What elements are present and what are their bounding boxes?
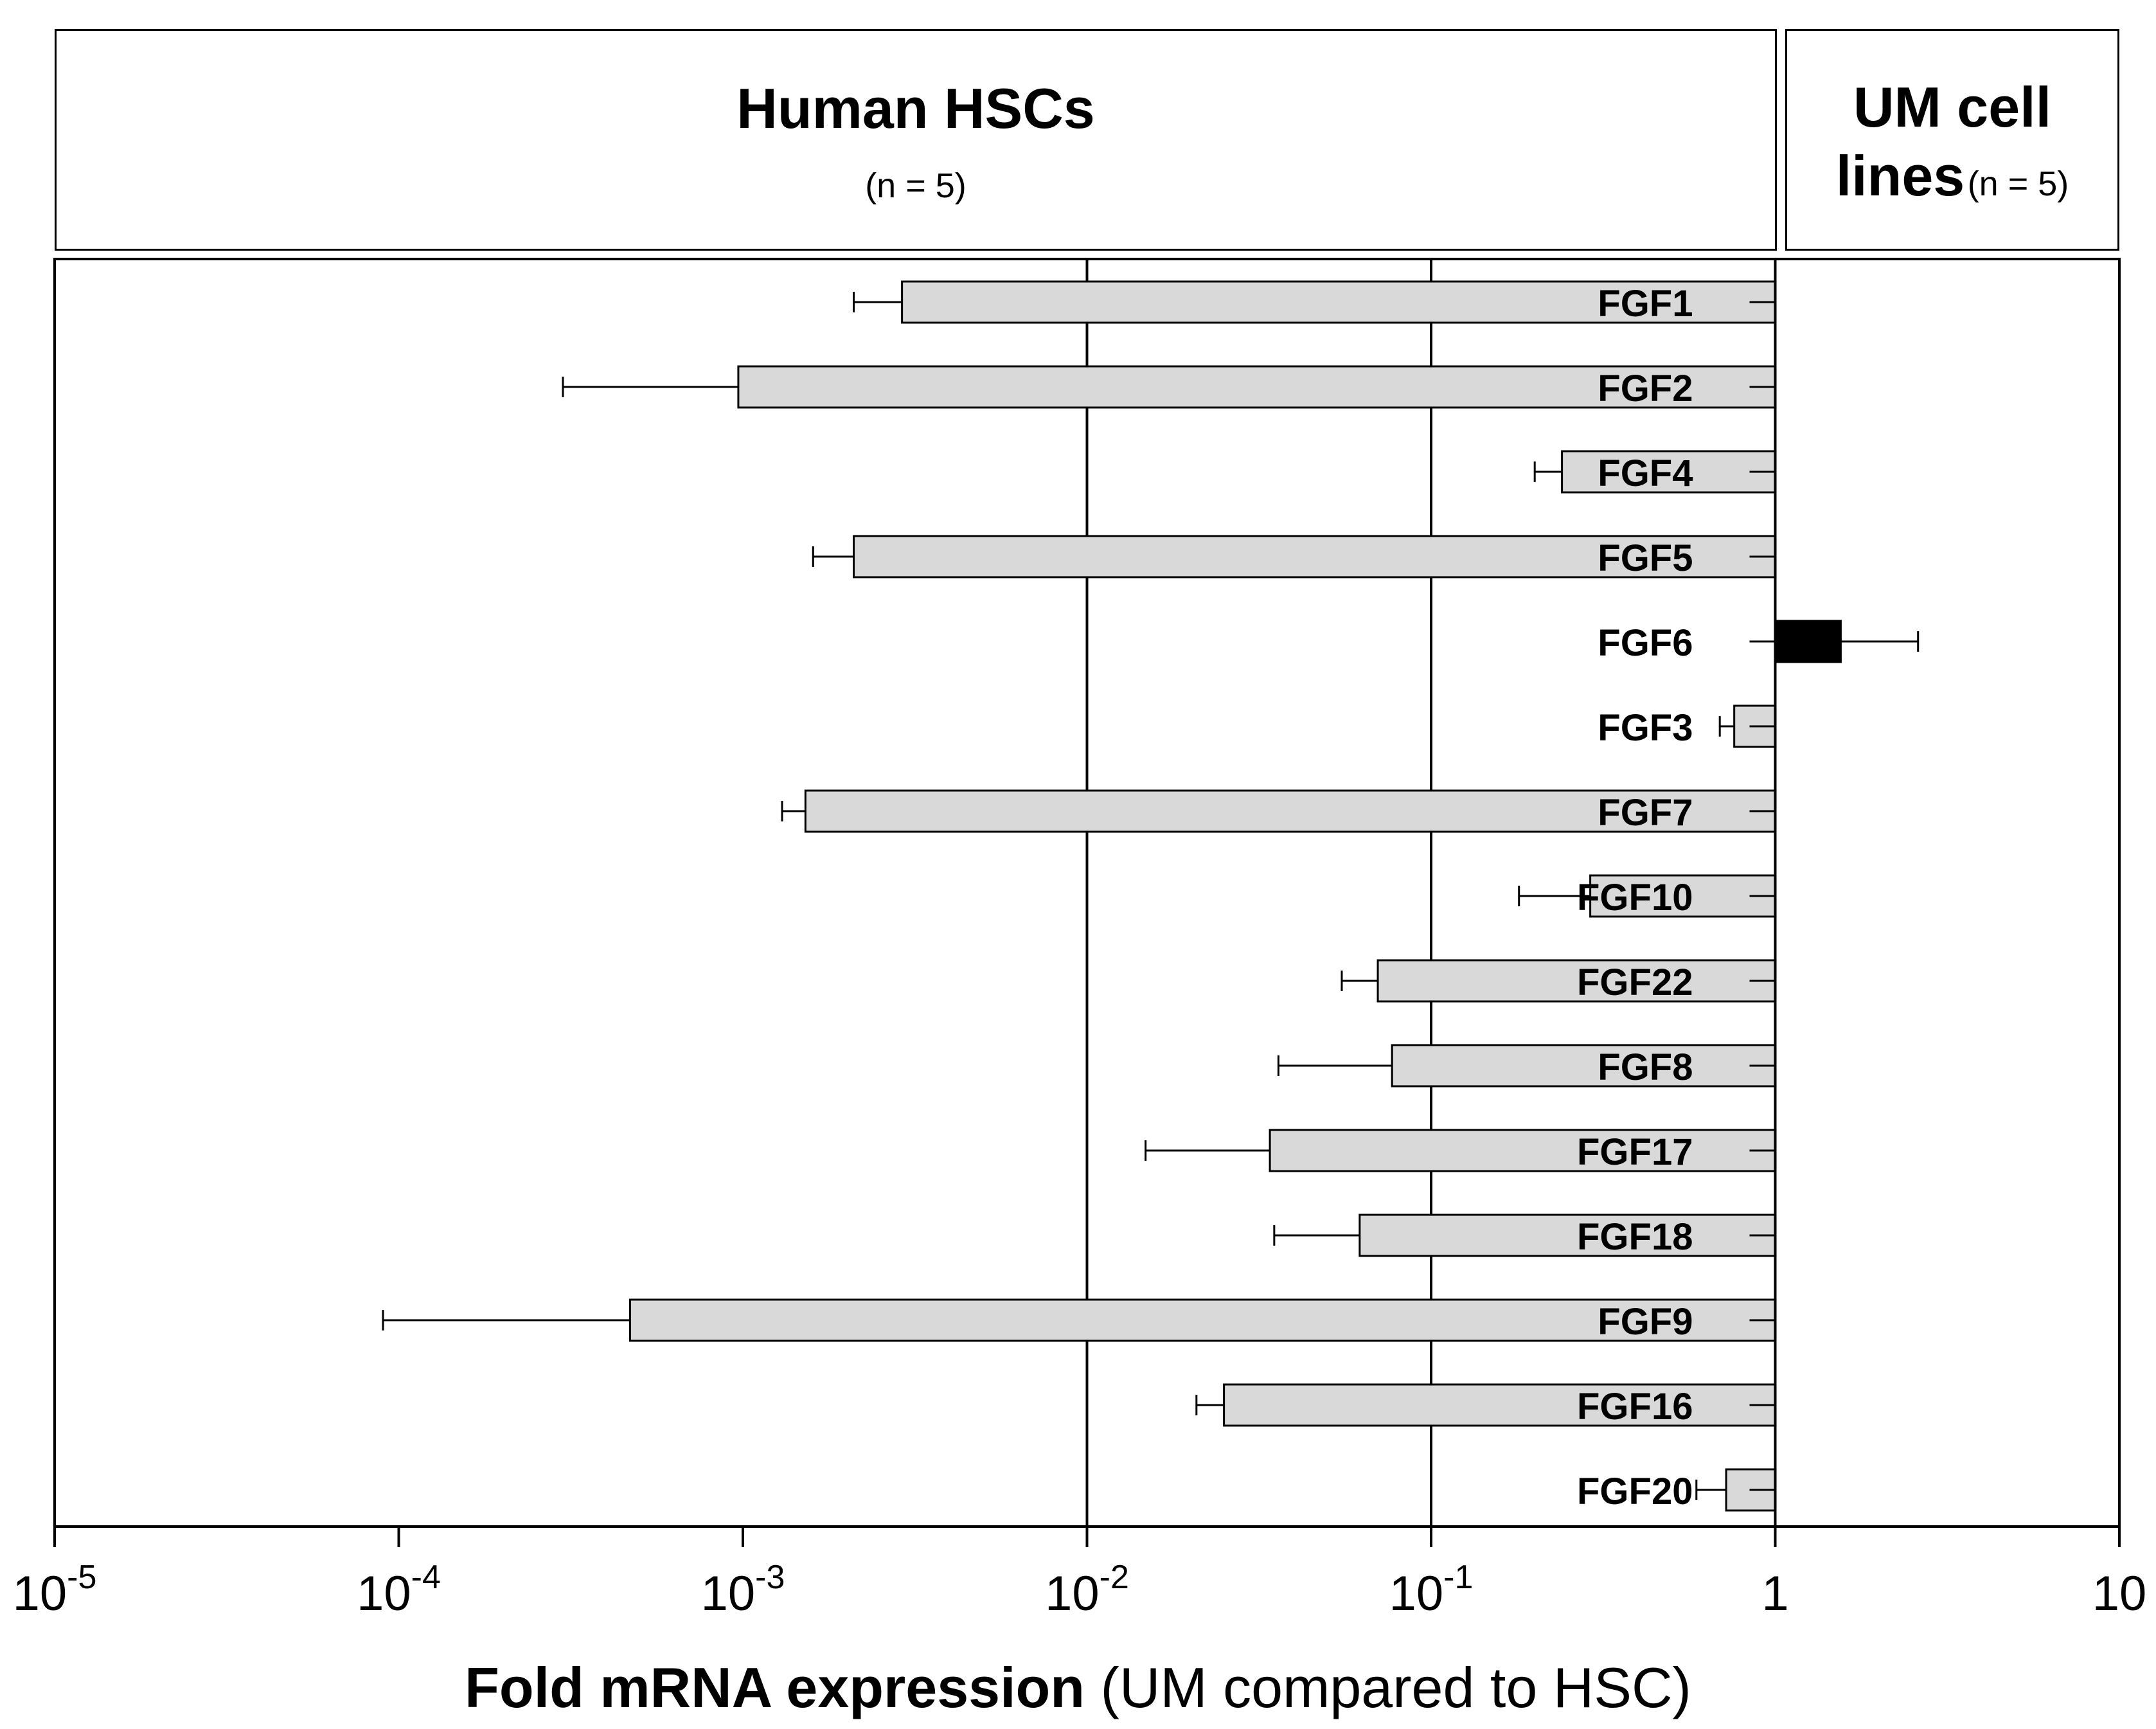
bar xyxy=(1269,1129,1776,1172)
category-label: FGF18 xyxy=(1577,1216,1693,1258)
category-label: FGF4 xyxy=(1598,452,1693,494)
bar xyxy=(1589,874,1776,918)
x-tick-label: 10-4 xyxy=(357,1559,441,1621)
bar-group-fgf17: FGF17 xyxy=(1145,1129,1776,1173)
bars: FGF1 FGF2 FGF4 FGF5 FGF6 FGF3 FGF7 FGF10 FGF22 FG… xyxy=(382,280,1920,1512)
bar-group-fgf9: FGF9 xyxy=(382,1298,1776,1343)
x-axis-title-rest: (UM compared to HSC) xyxy=(1085,1656,1691,1719)
bar-group-fgf10: FGF10 xyxy=(1518,874,1776,918)
x-tick-label: 1 xyxy=(1761,1566,1788,1621)
bar xyxy=(901,280,1776,324)
x-tick-label: 10-1 xyxy=(1389,1559,1474,1621)
category-label: FGF3 xyxy=(1598,707,1693,749)
category-label: FGF5 xyxy=(1598,537,1693,579)
bar-group-fgf20: FGF20 xyxy=(1577,1468,1777,1512)
plot-frame xyxy=(53,258,2121,1528)
bar xyxy=(737,365,1776,409)
bar xyxy=(628,1298,1776,1342)
hsc-header-title: Human HSCs xyxy=(736,76,1095,140)
category-label: FGF2 xyxy=(1598,368,1693,409)
bar xyxy=(853,535,1776,578)
x-axis-title-bold: Fold mRNA expression xyxy=(465,1656,1085,1719)
x-tick-label: 10-5 xyxy=(13,1559,97,1621)
category-label: FGF8 xyxy=(1598,1046,1693,1088)
x-tick-label: 10-2 xyxy=(1045,1559,1129,1621)
um-header-title-line2: lines xyxy=(1835,144,1965,208)
um-header-n: (n = 5) xyxy=(1967,165,2069,203)
category-label: FGF17 xyxy=(1577,1131,1693,1173)
bar xyxy=(1223,1383,1777,1427)
x-tick-label: 10 xyxy=(2092,1566,2147,1621)
bar-group-fgf18: FGF18 xyxy=(1273,1214,1776,1258)
bar-group-fgf8: FGF8 xyxy=(1277,1044,1777,1088)
bar-group-fgf5: FGF5 xyxy=(812,535,1776,579)
bar-group-fgf6: FGF6 xyxy=(1598,620,1920,664)
bar xyxy=(1391,1044,1777,1088)
hsc-header-box: Human HSCs (n = 5) xyxy=(55,29,1777,251)
category-label: FGF1 xyxy=(1598,283,1693,325)
bar-group-fgf1: FGF1 xyxy=(853,280,1776,325)
bar-group-fgf22: FGF22 xyxy=(1341,959,1777,1003)
um-header-box: UM cell lines (n = 5) xyxy=(1785,29,2119,251)
bar-group-fgf4: FGF4 xyxy=(1533,450,1776,494)
hsc-header-n: (n = 5) xyxy=(865,166,967,205)
bar-group-fgf3: FGF3 xyxy=(1598,704,1777,749)
um-header-line2: lines (n = 5) xyxy=(1787,143,2117,209)
category-label: FGF16 xyxy=(1577,1386,1693,1428)
category-label: FGF22 xyxy=(1577,962,1693,1003)
x-axis-title: Fold mRNA expression (UM compared to HSC… xyxy=(0,1655,2156,1721)
bar-group-fgf7: FGF7 xyxy=(781,789,1776,834)
um-header-title-line1: UM cell xyxy=(1853,75,2052,139)
bar-group-fgf2: FGF2 xyxy=(562,365,1776,409)
x-tick-label: 10-3 xyxy=(701,1559,785,1621)
bar xyxy=(1359,1214,1776,1257)
x-axis: 10-5 10-4 10-3 10-2 10-1 1 10 xyxy=(13,1527,2147,1621)
category-label: FGF6 xyxy=(1598,622,1693,664)
category-label: FGF9 xyxy=(1598,1301,1693,1343)
bar xyxy=(1376,959,1777,1003)
bar xyxy=(804,789,1776,833)
bar-group-fgf16: FGF16 xyxy=(1195,1383,1777,1428)
category-label: FGF10 xyxy=(1577,877,1693,918)
category-label: FGF20 xyxy=(1577,1471,1693,1512)
bar xyxy=(1733,704,1777,748)
bar xyxy=(1774,620,1842,663)
category-label: FGF7 xyxy=(1598,792,1693,834)
